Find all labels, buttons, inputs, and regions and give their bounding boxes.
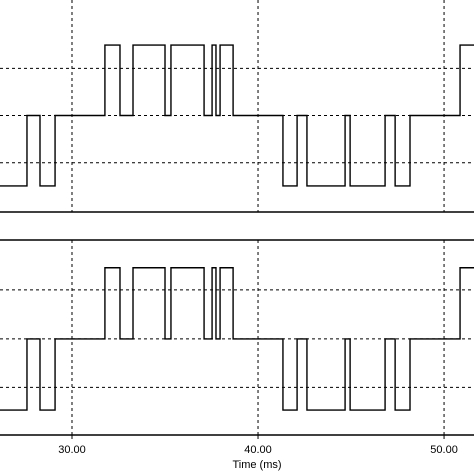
x-axis-label: Time (ms) [232, 459, 281, 471]
waveform [0, 44, 474, 187]
x-tick-label: 50.00 [430, 444, 458, 456]
x-tick-label: 30.00 [58, 444, 86, 456]
waveform [0, 267, 474, 411]
x-tick-label: 40.00 [244, 444, 272, 456]
